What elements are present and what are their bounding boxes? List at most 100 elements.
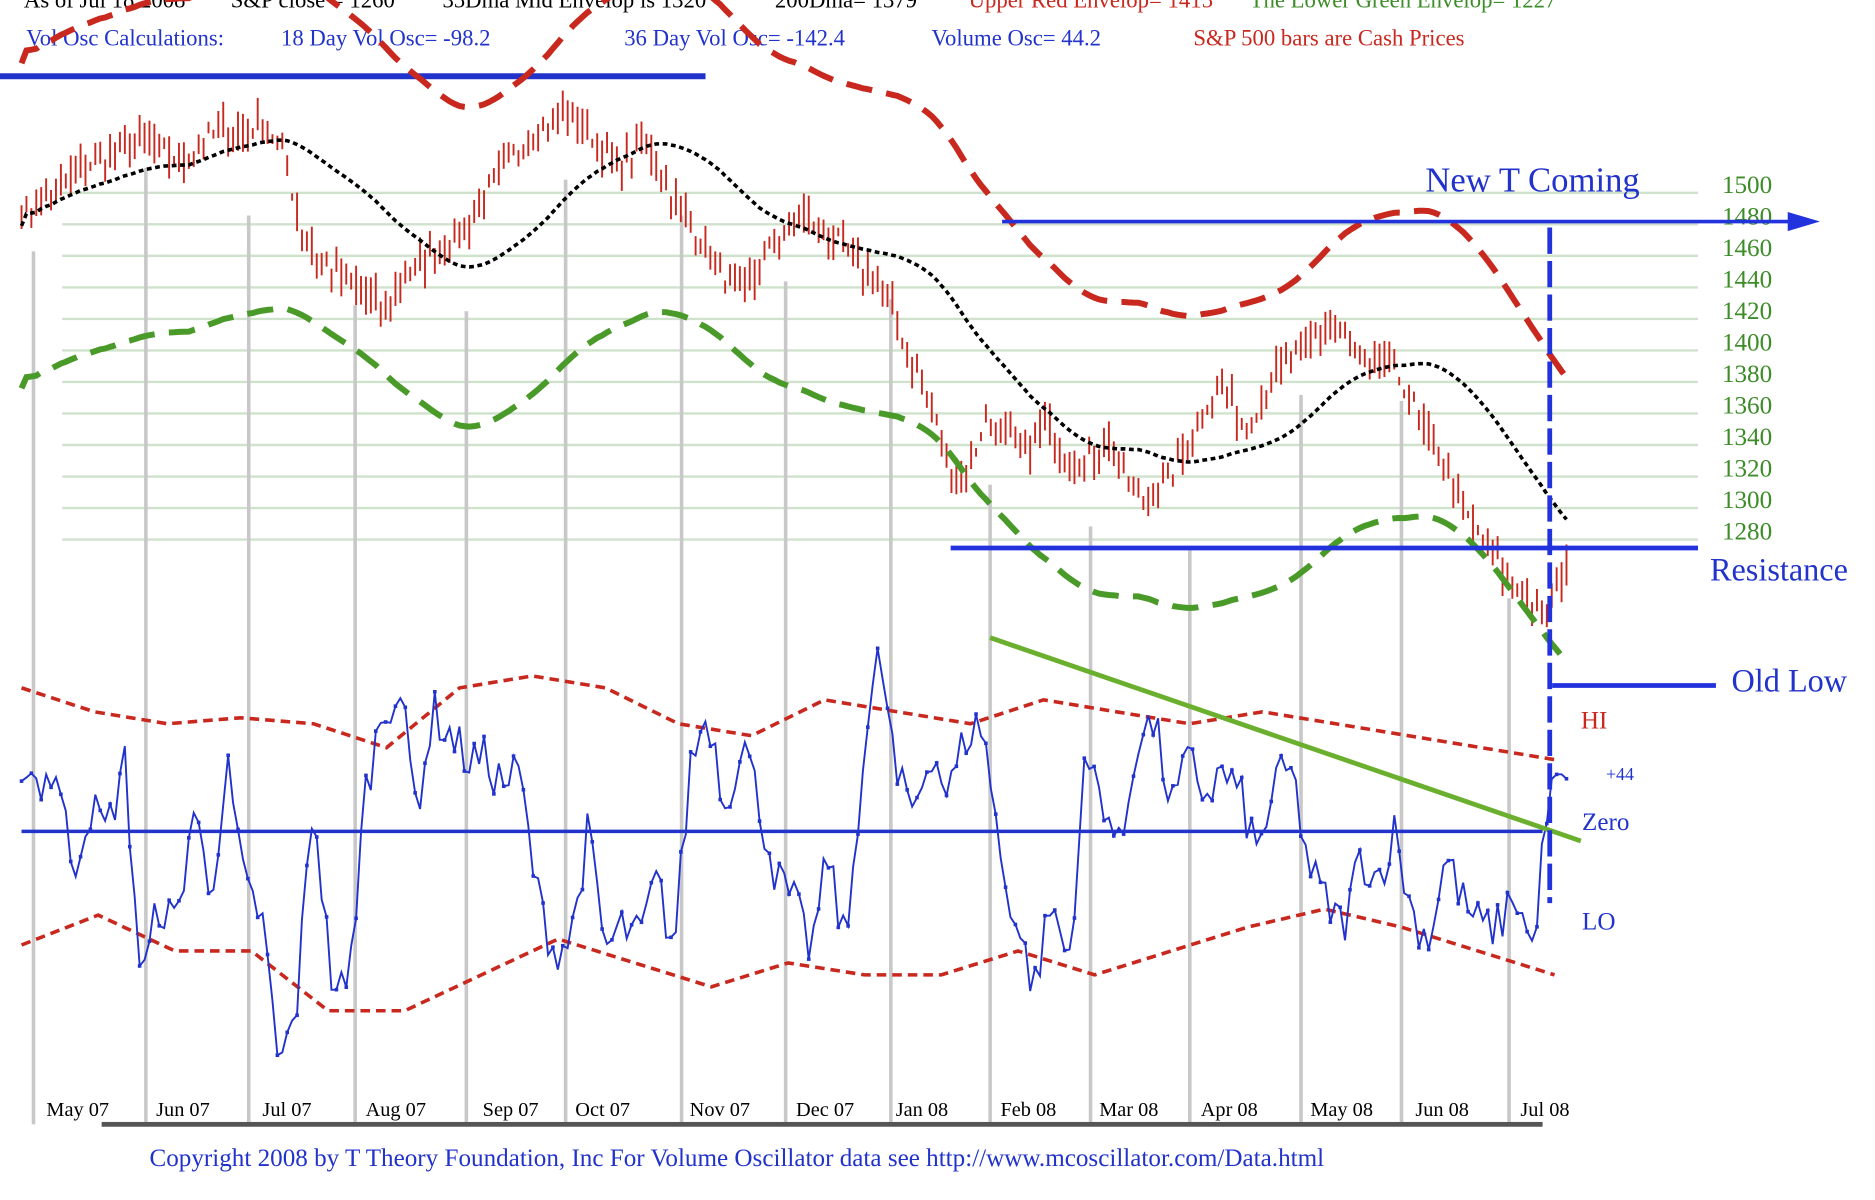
osc-point bbox=[501, 784, 506, 789]
osc-point bbox=[157, 924, 162, 928]
osc-point bbox=[590, 840, 595, 844]
osc-point bbox=[1131, 774, 1136, 778]
osc-point bbox=[452, 749, 457, 754]
osc-point bbox=[1239, 775, 1244, 780]
osc-point bbox=[934, 761, 939, 765]
osc-point bbox=[1052, 908, 1057, 912]
price-tick-label: 1480 bbox=[1722, 203, 1772, 230]
osc-point bbox=[669, 935, 673, 940]
osc-point bbox=[1545, 821, 1549, 826]
osc-trendline bbox=[989, 635, 1582, 844]
osc-point bbox=[1377, 867, 1382, 872]
osc-point bbox=[1220, 764, 1224, 769]
osc-point bbox=[1082, 756, 1087, 760]
volume-oscillator-line bbox=[20, 648, 1568, 1057]
osc-point bbox=[1367, 884, 1372, 888]
osc-point bbox=[521, 787, 526, 792]
osc-point bbox=[659, 878, 663, 883]
price-tick-label: 1280 bbox=[1722, 519, 1772, 546]
osc-point bbox=[1072, 916, 1077, 920]
osc-lo-envelope bbox=[20, 907, 1556, 1013]
osc-point bbox=[1407, 894, 1411, 898]
osc-point bbox=[1023, 941, 1028, 945]
osc-point bbox=[354, 916, 358, 921]
month-tick-label: May 07 bbox=[46, 1099, 109, 1121]
osc-point bbox=[1180, 754, 1185, 758]
osc-point bbox=[1092, 764, 1096, 769]
header-divider bbox=[0, 73, 706, 80]
osc-point bbox=[1505, 890, 1510, 895]
osc-point bbox=[1200, 797, 1205, 802]
osc-point bbox=[816, 907, 821, 911]
osc-hi-label: HI bbox=[1581, 708, 1608, 735]
osc-point bbox=[118, 771, 122, 776]
osc-point bbox=[403, 705, 408, 710]
osc-point bbox=[472, 741, 476, 746]
osc-point bbox=[993, 812, 998, 816]
header-35dma: 35Dma Mid Envelop is 1320 bbox=[442, 0, 706, 12]
osc-point bbox=[905, 788, 909, 792]
price-axis-labels: 1500 1480 1460 1440 1420 1400 1380 1360 1340 1320… bbox=[1722, 172, 1772, 546]
osc-point bbox=[1328, 920, 1333, 924]
osc-point bbox=[856, 832, 860, 836]
osc-point bbox=[836, 925, 841, 930]
price-tick-label: 1460 bbox=[1722, 235, 1772, 262]
month-tick-label: Jun 07 bbox=[156, 1099, 210, 1121]
osc-point bbox=[679, 850, 683, 854]
osc-point bbox=[442, 738, 447, 742]
osc-point bbox=[570, 915, 575, 920]
upper-red-envelope bbox=[18, 0, 1569, 380]
osc-point bbox=[1564, 776, 1569, 781]
price-tick-label: 1500 bbox=[1722, 172, 1772, 199]
osc-point bbox=[1426, 947, 1431, 952]
osc-lo-label: LO bbox=[1582, 908, 1615, 935]
header: As of Jul 18 2008 S&P close = 1260 35Dma… bbox=[0, 0, 1556, 80]
osc-point bbox=[1456, 901, 1461, 906]
month-tick-label: Jul 08 bbox=[1520, 1099, 1569, 1121]
month-tick-label: Apr 08 bbox=[1201, 1099, 1258, 1121]
osc-point bbox=[1121, 832, 1126, 836]
osc-point bbox=[1289, 765, 1293, 770]
osc-point bbox=[255, 915, 260, 920]
osc-point bbox=[944, 793, 949, 798]
osc-point bbox=[541, 901, 545, 905]
month-tick-label: Mar 08 bbox=[1099, 1099, 1158, 1121]
osc-point bbox=[511, 754, 516, 758]
osc-point bbox=[1397, 849, 1401, 854]
header-200dma: 200Dma= 1379 bbox=[775, 0, 917, 12]
osc-point bbox=[324, 915, 329, 919]
osc-point bbox=[885, 706, 890, 711]
osc-point bbox=[688, 750, 693, 754]
osc-point bbox=[1269, 799, 1274, 804]
osc-point bbox=[1043, 913, 1047, 918]
osc-point bbox=[373, 729, 378, 733]
osc-point bbox=[167, 898, 171, 903]
annotations: New T Coming Resistance Old Low HI +44 Z… bbox=[1425, 162, 1848, 936]
osc-point bbox=[806, 957, 811, 961]
header-as-of: As of Jul 18 2008 bbox=[24, 0, 186, 12]
osc-point bbox=[68, 859, 73, 864]
osc-point bbox=[275, 1053, 280, 1058]
osc-point bbox=[1003, 885, 1008, 890]
osc-point bbox=[88, 827, 93, 832]
osc-point bbox=[1279, 753, 1283, 758]
header-volume-osc: Volume Osc= 44.2 bbox=[932, 26, 1102, 51]
osc-point bbox=[1210, 798, 1215, 803]
month-tick-label: Sep 07 bbox=[483, 1099, 539, 1121]
osc-point bbox=[295, 1013, 299, 1018]
osc-current-value: +44 bbox=[1606, 764, 1634, 784]
osc-point bbox=[1466, 909, 1470, 914]
osc-point bbox=[127, 844, 132, 849]
osc-point bbox=[236, 827, 240, 832]
osc-point bbox=[866, 725, 870, 729]
osc-point bbox=[285, 1030, 290, 1035]
osc-point bbox=[895, 782, 900, 786]
header-36day-osc: 36 Day Vol Osc= -142.4 bbox=[624, 26, 845, 51]
month-axis-labels: May 07 Jun 07 Jul 07 Aug 07 Sep 07 Oct 07 Nov … bbox=[46, 1099, 1569, 1121]
price-tick-label: 1320 bbox=[1722, 456, 1772, 483]
osc-point bbox=[629, 923, 634, 927]
osc-point bbox=[797, 892, 801, 896]
osc-point bbox=[1525, 929, 1529, 934]
osc-point bbox=[265, 952, 270, 957]
osc-point bbox=[738, 760, 742, 764]
